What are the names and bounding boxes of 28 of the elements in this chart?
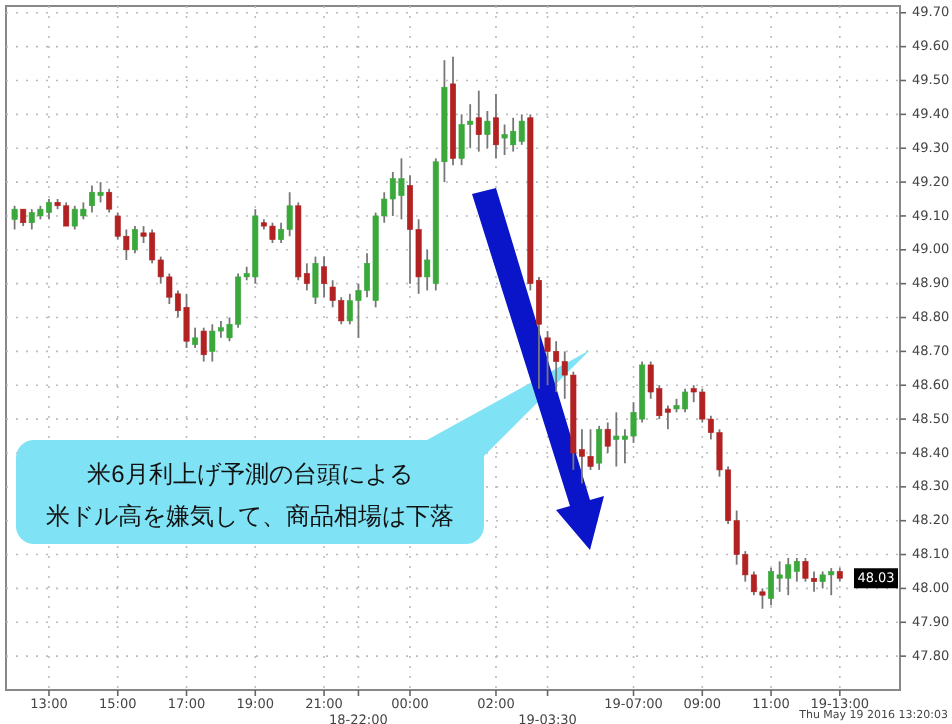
candlestick (587, 428, 594, 471)
candlestick (200, 326, 207, 363)
candlestick (398, 157, 405, 221)
candlestick (484, 110, 491, 150)
candlestick (269, 221, 276, 244)
candlestick (793, 557, 800, 583)
candlestick (321, 255, 328, 299)
candlestick (106, 187, 113, 214)
candlestick (544, 330, 551, 387)
candlestick (192, 326, 199, 349)
candlestick (286, 191, 293, 238)
candlestick (475, 89, 482, 153)
candlestick (604, 421, 611, 454)
candlestick (613, 411, 620, 468)
candlestick (11, 204, 18, 231)
candlestick (131, 225, 138, 255)
candlestick (493, 93, 499, 160)
candlestick (312, 255, 319, 305)
candlestick (596, 424, 603, 471)
annotation: 米ドル高を嫌気して、商品相場は下落 (46, 502, 454, 530)
candlestick (183, 292, 190, 349)
candlestick (501, 123, 508, 156)
candlestick (97, 181, 104, 204)
candlestick (209, 323, 216, 363)
candlestick (768, 567, 775, 607)
candlestick (802, 557, 809, 583)
candlestick (518, 113, 525, 146)
annotation: 米6月利上げ予測の台頭による (87, 460, 413, 488)
